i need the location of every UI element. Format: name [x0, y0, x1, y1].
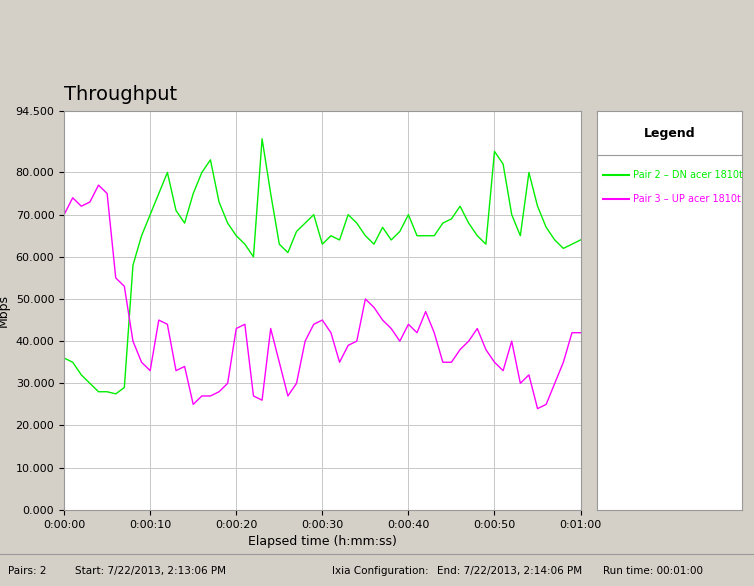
Text: End: 7/22/2013, 2:14:06 PM: End: 7/22/2013, 2:14:06 PM: [437, 566, 582, 577]
Text: Start: 7/22/2013, 2:13:06 PM: Start: 7/22/2013, 2:13:06 PM: [75, 566, 226, 577]
Text: Ixia Configuration:: Ixia Configuration:: [332, 566, 428, 577]
Y-axis label: Mbps: Mbps: [0, 294, 10, 327]
X-axis label: Elapsed time (h:mm:ss): Elapsed time (h:mm:ss): [248, 535, 397, 548]
Text: Pair 2 – DN acer 1810t: Pair 2 – DN acer 1810t: [633, 170, 743, 180]
Text: Throughput: Throughput: [64, 85, 177, 104]
Text: Legend: Legend: [644, 127, 695, 140]
Text: Pair 3 – UP acer 1810t: Pair 3 – UP acer 1810t: [633, 194, 741, 204]
Text: Pairs: 2: Pairs: 2: [8, 566, 46, 577]
Text: Run time: 00:01:00: Run time: 00:01:00: [603, 566, 703, 577]
